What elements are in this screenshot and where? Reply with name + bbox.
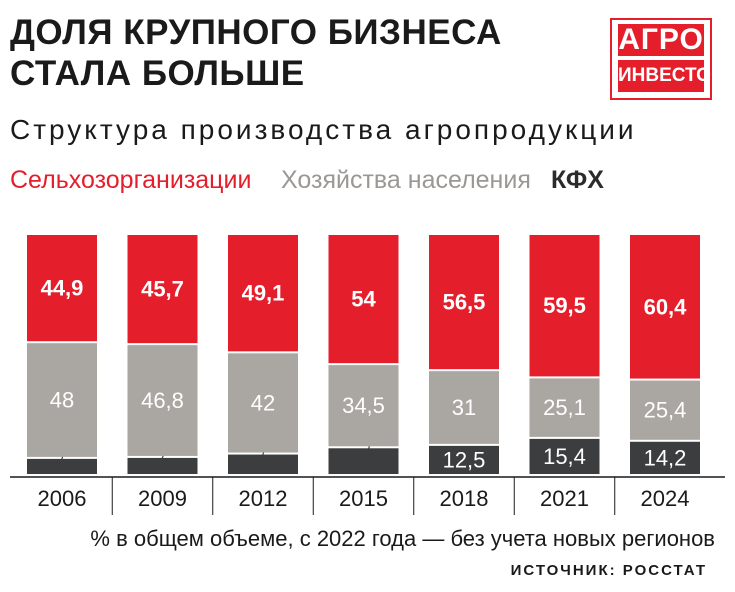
chart-title: ДОЛЯ КРУПНОГО БИЗНЕСА СТАЛА БОЛЬШЕ <box>10 12 570 94</box>
bar-farms-2021 <box>529 438 600 474</box>
chart-note: % в общем объеме, с 2022 года — без учет… <box>90 526 715 551</box>
x-tick-label-2021: 2021 <box>540 486 589 511</box>
value-label-households-2006: 48 <box>50 388 74 413</box>
bar-agri-org-2012 <box>228 235 298 352</box>
value-label-households-2018: 31 <box>452 395 476 420</box>
bars-layer: 7,14844,97,546,845,78,94249,111,534,5541… <box>27 235 700 474</box>
value-label-households-2024: 25,4 <box>644 398 687 423</box>
bar-agri-org-2024 <box>630 235 700 379</box>
value-label-households-2009: 46,8 <box>141 388 184 413</box>
bar-households-2018 <box>429 371 499 444</box>
bar-households-2006 <box>27 343 97 457</box>
bar-agri-org-2021 <box>529 235 600 377</box>
value-label-farms-2021: 15,4 <box>543 444 586 469</box>
value-label-agri-org-2018: 56,5 <box>443 290 486 315</box>
value-label-agri-org-2021: 59,5 <box>543 293 586 318</box>
agroinvestor-logo: АГРО ИНВЕСТОР <box>610 18 724 100</box>
bar-households-2021 <box>529 378 600 437</box>
logo-line-2: ИНВЕСТОР <box>618 60 724 92</box>
bar-farms-2012 <box>228 454 298 474</box>
bar-farms-2009 <box>127 457 198 474</box>
bar-households-2015 <box>328 365 399 447</box>
x-tick-labels: 2006 2009 2012 2015 2018 2021 2024 <box>38 477 690 515</box>
chart-title-line-2: СТАЛА БОЛЬШЕ <box>10 54 305 93</box>
legend-item-farms: КФХ <box>551 166 604 194</box>
legend-item-agri-organizations: Сельхозорганизации <box>10 166 252 194</box>
bar-agri-org-2006 <box>27 235 97 342</box>
x-tick-label-2009: 2009 <box>138 486 187 511</box>
value-label-households-2021: 25,1 <box>543 395 586 420</box>
bar-farms-2018 <box>429 445 499 474</box>
value-label-households-2012: 42 <box>251 390 275 415</box>
legend-item-households: Хозяйства населения <box>281 166 531 194</box>
x-tick-label-2024: 2024 <box>641 486 690 511</box>
bar-households-2012 <box>228 353 298 453</box>
bar-farms-2015 <box>328 448 399 474</box>
bar-agri-org-2018 <box>429 235 499 370</box>
bar-agri-org-2009 <box>127 235 198 344</box>
value-label-farms-2024: 14,2 <box>644 445 687 470</box>
value-label-agri-org-2009: 45,7 <box>141 277 184 302</box>
value-label-farms-2018: 12,5 <box>443 447 486 472</box>
x-tick-label-2018: 2018 <box>440 486 489 511</box>
value-label-agri-org-2024: 60,4 <box>644 294 688 319</box>
bar-households-2024 <box>630 380 700 440</box>
x-tick-label-2006: 2006 <box>38 486 87 511</box>
value-label-agri-org-2006: 44,9 <box>41 276 84 301</box>
value-label-agri-org-2015: 54 <box>351 287 376 312</box>
x-tick-label-2015: 2015 <box>339 486 388 511</box>
source-label: ИСТОЧНИК: РОССТАТ <box>510 562 707 579</box>
bar-farms-2024 <box>630 441 700 474</box>
bar-agri-org-2015 <box>328 235 399 364</box>
chart-title-line-1: ДОЛЯ КРУПНОГО БИЗНЕСА <box>10 13 502 52</box>
x-tick-label-2012: 2012 <box>239 486 288 511</box>
bar-farms-2006 <box>27 458 97 474</box>
chart-subtitle: Структура производства агропродукции <box>10 114 637 145</box>
value-label-households-2015: 34,5 <box>342 393 385 418</box>
logo-line-1: АГРО <box>618 23 704 56</box>
bar-households-2009 <box>127 345 198 456</box>
value-label-agri-org-2012: 49,1 <box>242 281 285 306</box>
